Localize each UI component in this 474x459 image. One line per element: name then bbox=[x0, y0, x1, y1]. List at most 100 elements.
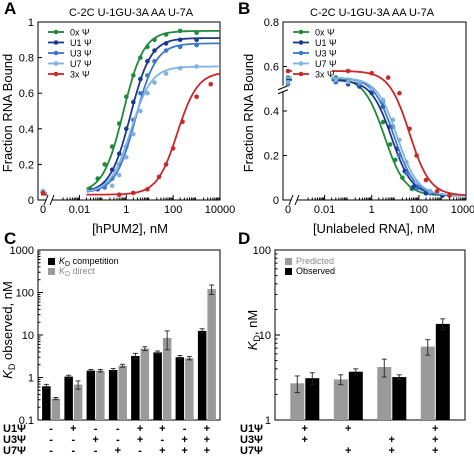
data-point bbox=[40, 190, 46, 196]
data-point bbox=[400, 175, 405, 181]
data-point bbox=[194, 42, 199, 48]
data-point bbox=[387, 142, 393, 147]
data-point bbox=[152, 48, 157, 53]
data-point bbox=[95, 176, 100, 181]
bar bbox=[185, 358, 194, 420]
data-point bbox=[138, 90, 143, 96]
legend-label: KD competition bbox=[59, 256, 119, 268]
bar bbox=[175, 357, 185, 420]
data-point bbox=[447, 193, 452, 198]
mutation-mark: - bbox=[161, 434, 165, 446]
y-tick-label: 1 bbox=[265, 415, 271, 427]
data-point bbox=[131, 190, 136, 196]
data-point bbox=[434, 188, 440, 194]
y-tick-label: 0.4 bbox=[19, 124, 34, 136]
data-point bbox=[404, 171, 409, 176]
data-point bbox=[116, 121, 122, 126]
axis-break-mask bbox=[278, 85, 288, 92]
x-tick-label: 10000 bbox=[451, 204, 474, 216]
data-point bbox=[163, 32, 169, 37]
mutation-mark: + bbox=[389, 434, 395, 446]
y-tick-label: 0.1 bbox=[19, 415, 34, 427]
panel-b-ylabel: Fraction RNA Bound bbox=[241, 54, 256, 173]
mutation-mark: + bbox=[389, 445, 395, 457]
data-point bbox=[345, 79, 351, 85]
bar bbox=[108, 370, 118, 420]
axis-break-mark bbox=[43, 194, 49, 206]
data-point bbox=[109, 167, 115, 172]
bar bbox=[86, 370, 96, 420]
data-point bbox=[397, 153, 402, 158]
data-point bbox=[177, 28, 183, 34]
x-tick-label: 1 bbox=[369, 204, 375, 216]
bar bbox=[197, 330, 207, 420]
data-point bbox=[163, 41, 169, 46]
y-tick-label: 100 bbox=[16, 288, 34, 300]
mutation-mark: + bbox=[92, 434, 98, 446]
mutation-mark: - bbox=[72, 445, 76, 457]
panel-d: D 110100+++++++++U1ΨU3ΨU7ΨPredictedObser… bbox=[238, 229, 466, 457]
panel-b: B C-2C U-1GU-3A AA U-7A 0 0.2 0.4 0.6 0.8 0.0… bbox=[238, 0, 474, 236]
data-point bbox=[138, 55, 143, 60]
legend-label: Predicted bbox=[296, 256, 334, 266]
legend-label: 0x Ψ bbox=[70, 28, 90, 38]
data-point bbox=[194, 94, 199, 100]
legend-label: 3x Ψ bbox=[70, 70, 90, 80]
axis-break-mask bbox=[291, 195, 297, 205]
data-point bbox=[170, 146, 176, 151]
data-point bbox=[102, 185, 107, 190]
data-point bbox=[145, 58, 150, 64]
data-point bbox=[177, 37, 183, 43]
bar bbox=[207, 289, 216, 420]
bar bbox=[290, 383, 305, 420]
y-tick-label: 0.8 bbox=[264, 17, 279, 29]
mutation-mark: + bbox=[181, 434, 187, 446]
legend-label: Observed bbox=[296, 266, 335, 276]
legend-label: U1 Ψ bbox=[315, 38, 337, 48]
mutation-mark: - bbox=[94, 445, 98, 457]
axis-break-mask bbox=[46, 195, 52, 205]
panel-b-xlabel: [Unlabeled RNA], nM bbox=[313, 221, 435, 236]
mutation-mark: - bbox=[116, 434, 120, 446]
panel-d-ylabel: KD, nM bbox=[245, 310, 262, 350]
bar bbox=[96, 370, 105, 420]
data-point bbox=[124, 94, 129, 100]
mutation-mark: - bbox=[49, 445, 53, 457]
mutation-mark: + bbox=[204, 445, 210, 457]
data-point bbox=[390, 117, 396, 123]
panel-c-ylabel: KD observed, nM bbox=[0, 281, 17, 379]
y-tick-label: 10 bbox=[259, 330, 271, 342]
fit-curve bbox=[331, 77, 466, 197]
data-point bbox=[131, 73, 136, 78]
data-point bbox=[285, 68, 291, 74]
mutation-mark: + bbox=[159, 445, 165, 457]
mutation-mark: + bbox=[204, 434, 210, 446]
mutation-mark: + bbox=[432, 434, 438, 446]
x-tick-label: 100 bbox=[164, 204, 182, 216]
y-tick-label: 0.6 bbox=[264, 62, 279, 74]
data-point bbox=[177, 44, 183, 50]
legend-label: U1 Ψ bbox=[70, 38, 92, 48]
mutation-mark: + bbox=[137, 434, 143, 446]
legend-swatch bbox=[285, 268, 292, 275]
data-point bbox=[385, 75, 391, 80]
data-point bbox=[177, 66, 183, 71]
legend-label: 3x Ψ bbox=[315, 70, 335, 80]
panel-b-subtitle: C-2C U-1GU-3A AA U-7A bbox=[310, 7, 435, 19]
mutation-mark: - bbox=[49, 434, 53, 446]
data-point bbox=[369, 70, 375, 76]
bar bbox=[348, 371, 363, 420]
data-point bbox=[194, 37, 199, 43]
mutation-mark: + bbox=[137, 423, 143, 435]
y-tick-label: 0.2 bbox=[264, 151, 279, 163]
fit-curve bbox=[331, 70, 467, 196]
plot-frame bbox=[37, 21, 221, 201]
bar bbox=[392, 377, 407, 420]
data-point bbox=[138, 76, 143, 82]
mutation-mark: + bbox=[302, 423, 308, 435]
data-point bbox=[357, 79, 362, 85]
data-point bbox=[369, 86, 375, 92]
mutation-mark: + bbox=[432, 423, 438, 435]
mutation-mark: + bbox=[181, 445, 187, 457]
data-point bbox=[109, 183, 115, 189]
